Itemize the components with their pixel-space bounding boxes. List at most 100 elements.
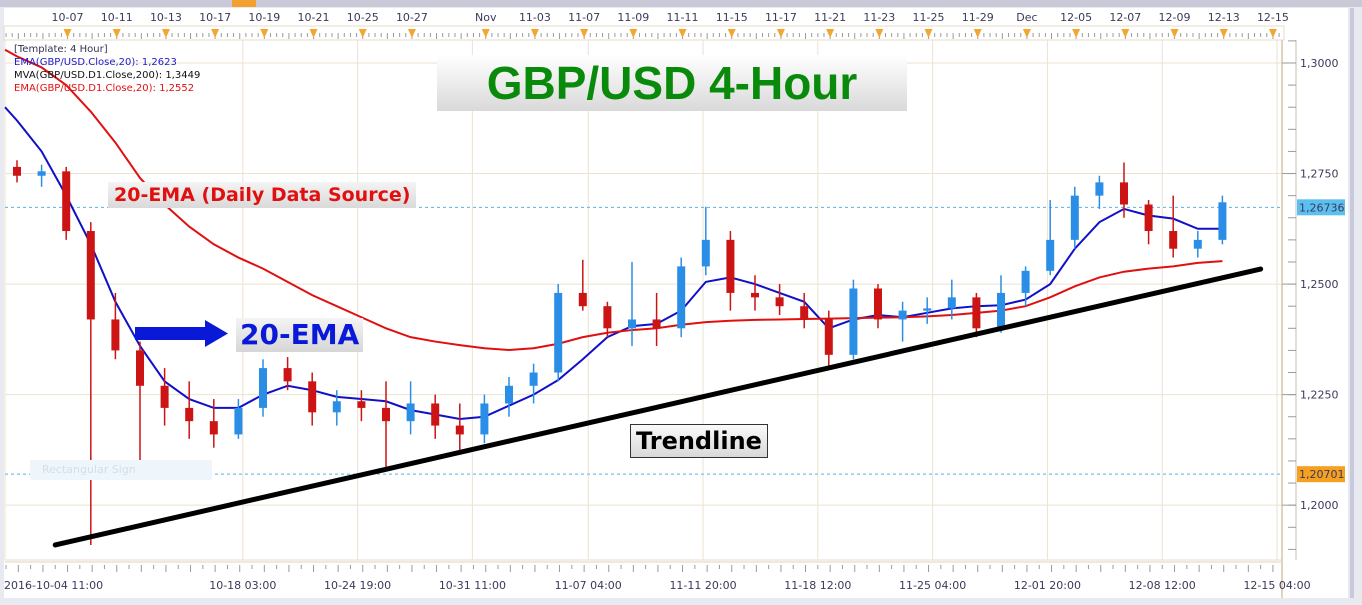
date-marker-icon [481,29,490,38]
legend: [Template: 4 Hour] EMA(GBP/USD.Close,20)… [14,44,200,94]
candle-body [751,292,759,298]
date-marker-icon [629,29,638,38]
top-axis-label: 11-21 [814,11,846,24]
top-axis-label: 12-05 [1060,11,1092,24]
candle-body [947,297,956,309]
candle-body [505,385,513,404]
scrollbar-track[interactable] [0,0,1362,7]
top-axis-label: Nov [475,11,497,24]
price-axis-label: 1,2000 [1300,499,1339,512]
price-axis-label: 1,2750 [1300,168,1339,181]
price-axis-label: 1,2250 [1300,389,1339,402]
date-marker-icon [161,29,170,38]
candle-body [677,266,686,329]
candle-body [1021,270,1030,293]
candle-body [800,306,809,320]
date-marker-icon [580,29,589,38]
bottom-axis-label: 12-15 04:00 [1243,579,1310,592]
price-axis[interactable]: 1,3000 1,2750 1,2500 1,2250 1,2000 [1282,8,1354,598]
date-marker-icon [530,29,539,38]
date-marker-icon [826,29,835,38]
legend-mva200: MVA(GBP/USD.D1.Close,200): 1,3449 [14,70,200,81]
price-axis-label: 1,2500 [1300,278,1339,291]
arrow-icon [135,320,228,347]
candle-body [455,425,464,435]
candle-body [849,288,858,355]
candle-body [1218,202,1227,240]
candle-body [308,381,317,413]
plot-area [4,39,1283,561]
price-marker-label: 1,26736 [1299,201,1345,214]
candle-body [824,319,833,355]
candles [13,160,1227,545]
date-marker-icon [875,29,884,38]
top-axis-label: 10-25 [347,11,379,24]
candle-body [1070,195,1079,240]
top-axis-label: 11-17 [765,11,797,24]
ema20-annotation: 20-EMA [236,318,364,352]
price-marker-badge [1297,199,1345,216]
candle-body [997,292,1005,329]
candle-body [234,407,243,435]
candle-body [1095,182,1104,196]
top-axis-label: 10-19 [248,11,280,24]
top-axis-label: 12-15 [1257,11,1289,24]
top-axis-label: 10-11 [101,11,133,24]
candle-body [726,239,735,293]
top-axis-label: 11-25 [913,11,945,24]
candle-body [898,310,907,320]
candle-body [1046,239,1055,271]
top-axis-label: 12-13 [1208,11,1240,24]
date-marker-icon [63,29,72,38]
top-axis-label: 10-27 [396,11,428,24]
date-marker-icon [1022,29,1031,38]
top-axis-label: 11-15 [716,11,748,24]
candle-body [136,350,144,386]
grid-lines [4,39,1283,598]
top-axis-label: 10-21 [298,11,330,24]
candle-body [37,171,46,176]
candle-body [775,297,784,307]
top-axis: 10-07 10-11 10-13 10-17 10-19 10-21 10-25 10-27… [5,11,1289,39]
candle-body [431,403,440,426]
candle-body [62,171,71,232]
top-axis-label: 10-13 [150,11,182,24]
top-axis-label: 12-09 [1159,11,1191,24]
candle-body [923,308,932,311]
trendline-group[interactable] [52,266,1264,548]
bottom-axis-label: 2016-10-04 11:00 [4,579,103,592]
price-marker-badge [1297,466,1345,483]
faded-rectangle-sign: Rectangular Sign [30,460,212,480]
candle-body [628,319,636,329]
price-markers: 1,26736 1,20701 [5,199,1345,483]
candle-body [332,401,341,413]
top-axis-label: 11-09 [617,11,649,24]
candle-body [529,372,538,386]
candle-body [209,421,218,435]
candle-body [1193,239,1202,249]
date-marker-icon [309,29,318,38]
top-axis-label: 10-07 [52,11,84,24]
date-marker-icon [678,29,687,38]
candle-body [283,368,292,382]
top-axis-label: 10-17 [199,11,231,24]
date-marker-icon [1121,29,1130,38]
top-axis-label: 11-29 [962,11,994,24]
scrollbar-thumb[interactable] [232,0,256,7]
date-marker-icon [776,29,785,38]
bottom-axis-label: 10-31 11:00 [439,579,506,592]
candle-body [701,239,710,267]
date-marker-icon [1072,29,1081,38]
bottom-axis-label: 10-24 19:00 [324,579,391,592]
candle-body [554,292,563,373]
date-marker-icon [727,29,736,38]
legend-template: [Template: 4 Hour] [14,44,108,55]
top-axis-label: Dec [1016,11,1037,24]
candle-body [1169,231,1178,249]
ema-daily-annotation: 20-EMA (Daily Data Source) [108,182,417,208]
top-axis-label: 12-07 [1109,11,1141,24]
top-axis-label: 11-03 [519,11,551,24]
top-axis-label: 11-23 [863,11,895,24]
bottom-axis-label: 11-18 12:00 [784,579,851,592]
trendline[interactable] [52,266,1264,548]
